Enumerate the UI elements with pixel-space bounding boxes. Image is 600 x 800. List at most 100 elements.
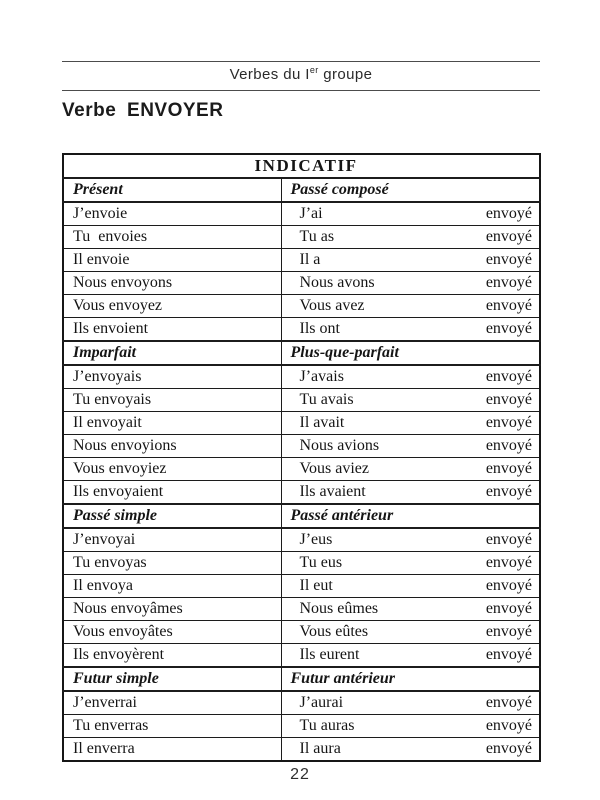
conjugation-row: Nous envoyions Nous avions envoyé [62, 434, 541, 458]
auxiliary-form: Il avait [299, 414, 345, 431]
compound-form: Il aura envoyé [291, 738, 540, 760]
compound-form: Ils ont envoyé [291, 318, 540, 340]
tense-name-left: Présent [62, 177, 282, 203]
header-top-rule [62, 61, 540, 62]
conjugation-row: Vous envoyiez Vous aviez envoyé [62, 457, 541, 481]
conjugation-table-body: INDICATIF Présent Passé composé J’envoie J’… [62, 153, 541, 762]
past-participle: envoyé [485, 460, 533, 477]
simple-form-cell: Il enverra [62, 737, 282, 762]
compound-form-cell: Ils avaient envoyé [280, 480, 541, 505]
running-header-prefix: Verbes du I [229, 66, 310, 83]
compound-form-cell: Tu eus envoyé [280, 551, 541, 575]
simple-form-cell: Nous envoyions [62, 434, 282, 458]
simple-form-cell: Tu enverras [62, 714, 282, 738]
simple-form-cell: Tu envoyais [62, 388, 282, 412]
past-participle: envoyé [485, 577, 533, 594]
simple-form-cell: Nous envoyons [62, 271, 282, 295]
auxiliary-form: J’avais [299, 368, 344, 385]
conjugation-row: Vous envoyâtes Vous eûtes envoyé [62, 620, 541, 644]
auxiliary-form: Il a [299, 251, 321, 268]
past-participle: envoyé [485, 623, 533, 640]
past-participle: envoyé [485, 740, 533, 757]
simple-form-cell: Ils envoient [62, 317, 282, 342]
past-participle: envoyé [485, 717, 533, 734]
past-participle: envoyé [485, 205, 533, 222]
past-participle: envoyé [485, 531, 533, 548]
simple-form-cell: Ils envoyèrent [62, 643, 282, 668]
auxiliary-form: J’ai [299, 205, 323, 222]
compound-form-cell: Ils eurent envoyé [280, 643, 541, 668]
compound-form: Tu avais envoyé [291, 390, 540, 411]
compound-form: Vous eûtes envoyé [291, 622, 540, 643]
compound-form: J’ai envoyé [291, 203, 540, 225]
simple-form-cell: Vous envoyâtes [62, 620, 282, 644]
conjugation-row: Nous envoyâmes Nous eûmes envoyé [62, 597, 541, 621]
compound-form-cell: Nous avons envoyé [280, 271, 541, 295]
conjugation-row: Il enverra Il aura envoyé [62, 737, 541, 762]
tense-header-row: Futur simple Futur antérieur [62, 666, 541, 692]
compound-form-cell: J’eus envoyé [280, 527, 541, 552]
compound-form-cell: Il avait envoyé [280, 411, 541, 435]
conjugation-row: J’enverrai J’aurai envoyé [62, 690, 541, 715]
compound-form: Vous avez envoyé [291, 296, 540, 317]
running-header: Verbes du Ier groupe [62, 66, 540, 84]
compound-form: Ils eurent envoyé [291, 644, 540, 666]
past-participle: envoyé [485, 600, 533, 617]
simple-form-cell: J’enverrai [62, 690, 282, 715]
tense-name-right: Passé composé [280, 177, 541, 203]
tense-name-left: Passé simple [62, 503, 282, 529]
compound-form-cell: Il a envoyé [280, 248, 541, 272]
compound-form-cell: Il aura envoyé [280, 737, 541, 762]
simple-form-cell: J’envoie [62, 201, 282, 226]
compound-form: Nous eûmes envoyé [291, 599, 540, 620]
page-title: Verbe ENVOYER [62, 100, 224, 121]
conjugation-row: Ils envoyèrent Ils eurent envoyé [62, 643, 541, 668]
conjugation-row: Il envoie Il a envoyé [62, 248, 541, 272]
auxiliary-form: Ils avaient [299, 483, 366, 500]
conjugation-row: J’envoie J’ai envoyé [62, 201, 541, 226]
past-participle: envoyé [485, 368, 533, 385]
past-participle: envoyé [485, 694, 533, 711]
conjugation-row: Vous envoyez Vous avez envoyé [62, 294, 541, 318]
compound-form-cell: Tu as envoyé [280, 225, 541, 249]
compound-form-cell: Vous aviez envoyé [280, 457, 541, 481]
compound-form-cell: Nous eûmes envoyé [280, 597, 541, 621]
conjugation-row: Il envoyait Il avait envoyé [62, 411, 541, 435]
compound-form: Il a envoyé [291, 250, 540, 271]
tense-header-row: Présent Passé composé [62, 177, 541, 203]
compound-form: Nous avions envoyé [291, 436, 540, 457]
compound-form: Nous avons envoyé [291, 273, 540, 294]
simple-form-cell: Tu envoies [62, 225, 282, 249]
auxiliary-form: Tu eus [299, 554, 343, 571]
auxiliary-form: Nous eûmes [299, 600, 379, 617]
past-participle: envoyé [485, 437, 533, 454]
conjugation-row: Il envoya Il eut envoyé [62, 574, 541, 598]
auxiliary-form: Tu avais [299, 391, 354, 408]
compound-form: Tu eus envoyé [291, 553, 540, 574]
conjugation-row: Ils envoyaient Ils avaient envoyé [62, 480, 541, 505]
conjugation-row: Tu envoies Tu as envoyé [62, 225, 541, 249]
tense-header-row: Imparfait Plus-que-parfait [62, 340, 541, 366]
past-participle: envoyé [485, 554, 533, 571]
tense-name-left: Futur simple [62, 666, 282, 692]
auxiliary-form: J’aurai [299, 694, 344, 711]
tense-name-left: Imparfait [62, 340, 282, 366]
past-participle: envoyé [485, 414, 533, 431]
tense-name-right: Futur antérieur [280, 666, 541, 692]
conjugation-row: J’envoyais J’avais envoyé [62, 364, 541, 389]
auxiliary-form: Tu auras [299, 717, 355, 734]
compound-form: Tu as envoyé [291, 227, 540, 248]
compound-form-cell: Nous avions envoyé [280, 434, 541, 458]
past-participle: envoyé [485, 251, 533, 268]
simple-form-cell: Vous envoyez [62, 294, 282, 318]
mood-title: INDICATIF [62, 153, 541, 179]
auxiliary-form: Ils eurent [299, 646, 360, 663]
simple-form-cell: Nous envoyâmes [62, 597, 282, 621]
auxiliary-form: Tu as [299, 228, 335, 245]
compound-form-cell: Il eut envoyé [280, 574, 541, 598]
running-header-suffix: groupe [318, 66, 373, 83]
tense-name-right: Plus-que-parfait [280, 340, 541, 366]
header-bottom-rule [62, 90, 540, 91]
simple-form-cell: Il envoyait [62, 411, 282, 435]
